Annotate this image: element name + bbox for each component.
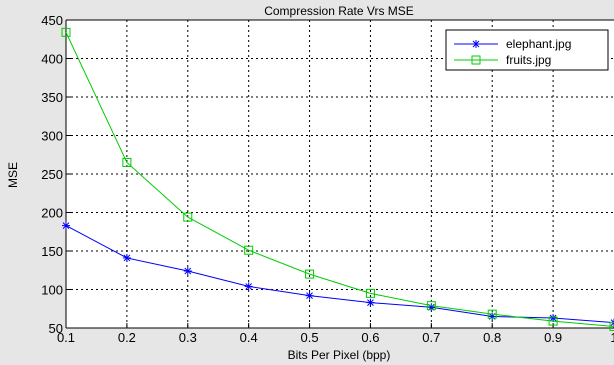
data-point-elephant <box>183 267 192 276</box>
grid <box>66 20 614 328</box>
legend-marker-shape <box>472 40 480 48</box>
x-tick-label: 0.9 <box>544 330 562 345</box>
x-tick-label: 0.3 <box>179 330 197 345</box>
data-point-elephant <box>305 291 314 300</box>
x-tick-label: 0.1 <box>57 330 75 345</box>
x-tick-label: 0.6 <box>361 330 379 345</box>
marker-stroke <box>62 222 70 229</box>
marker-stroke <box>472 40 480 48</box>
series-line-fruits <box>65 32 614 327</box>
data-point-fruits <box>426 301 436 311</box>
data-point-fruits <box>548 316 558 326</box>
y-tick-label: 250 <box>41 167 63 182</box>
x-tick-label: 0.7 <box>422 330 440 345</box>
legend-marker-shape <box>471 55 481 65</box>
marker-stroke <box>306 292 313 300</box>
y-tick-label: 350 <box>41 90 63 105</box>
data-point-elephant <box>244 282 253 291</box>
data-point-elephant <box>366 298 375 307</box>
legend-label-elephant: elephant.jpg <box>506 37 571 51</box>
series-group <box>61 27 614 331</box>
data-point-fruits <box>487 309 497 319</box>
marker-stroke <box>549 314 557 322</box>
marker-stroke <box>367 299 374 306</box>
marker-stroke <box>184 267 192 275</box>
data-point-fruits <box>244 245 254 255</box>
data-point-elephant <box>62 221 70 230</box>
data-point-fruits <box>609 321 614 331</box>
legend-label-fruits: fruits.jpg <box>506 53 551 67</box>
axes: 50 100 150 200 250 300 350 400 450 0.1 0.2 0.3 0.4 0.… <box>41 13 614 345</box>
y-tick-label: 300 <box>41 129 63 144</box>
x-tick-label: 0.8 <box>483 330 501 345</box>
data-point-fruits <box>365 288 375 298</box>
legend-marker-fruits <box>471 55 481 65</box>
y-tick-label: 450 <box>41 13 63 28</box>
x-tick-label: 0.2 <box>118 330 136 345</box>
legend-box <box>445 29 609 71</box>
y-axis-label: MSE <box>6 162 20 188</box>
y-tick-label: 100 <box>41 283 63 298</box>
x-tick-label: 1 <box>610 330 614 345</box>
x-axis-label: Bits Per Pixel (bpp) <box>288 348 391 362</box>
marker-stroke <box>245 283 253 290</box>
marker-stroke <box>123 254 131 262</box>
marker-stroke <box>610 321 614 326</box>
data-point-elephant <box>122 253 131 262</box>
y-tick-label: 150 <box>41 244 63 259</box>
data-point-fruits <box>183 212 193 222</box>
legend: elephant.jpg fruits.jpg <box>445 29 609 71</box>
chart-title: Compression Rate Vrs MSE <box>264 4 414 18</box>
y-tick-label: 50 <box>49 321 63 336</box>
data-point-fruits <box>122 157 132 167</box>
data-point-fruits <box>305 269 315 279</box>
marker-stroke <box>610 319 614 324</box>
y-tick-label: 200 <box>41 206 63 221</box>
legend-marker-elephant <box>472 40 480 48</box>
data-point-fruits <box>61 27 71 37</box>
y-tick-label: 400 <box>41 52 63 67</box>
x-tick-label: 0.5 <box>301 330 319 345</box>
x-tick-label: 0.4 <box>240 330 258 345</box>
